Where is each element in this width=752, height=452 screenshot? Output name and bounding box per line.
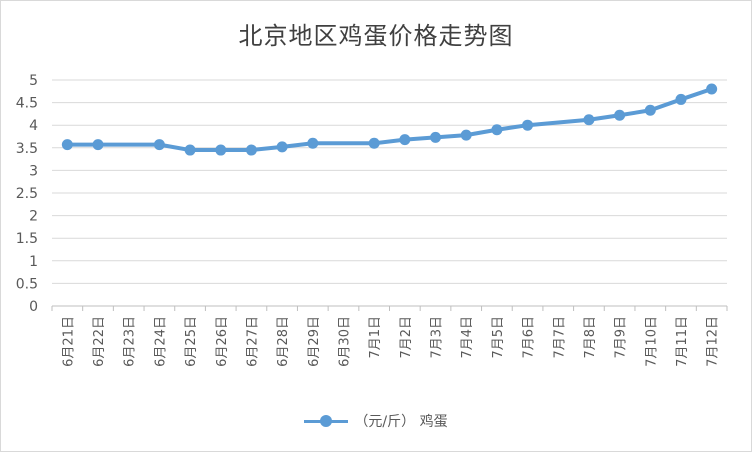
data-point: [307, 137, 319, 149]
y-tick-label: 2: [29, 209, 38, 225]
x-tick-label: 6月28日: [276, 316, 291, 367]
data-point: [706, 83, 718, 95]
chart-title: 北京地区鸡蛋价格走势图: [238, 22, 514, 50]
x-tick-label: 7月6日: [522, 316, 537, 359]
y-tick-label: 0.5: [16, 276, 38, 292]
x-tick-label: 6月25日: [184, 316, 199, 367]
y-tick-label: 3: [29, 163, 38, 179]
data-point: [399, 134, 411, 146]
y-tick-label: 5: [29, 73, 38, 89]
legend: （元/斤） 鸡蛋: [0, 408, 752, 434]
y-tick-label: 1: [29, 254, 38, 270]
y-tick-label: 1.5: [16, 231, 38, 247]
x-tick-label: 6月27日: [245, 316, 260, 367]
x-tick-label: 7月2日: [399, 316, 414, 359]
data-point: [491, 124, 503, 136]
x-tick-label: 7月5日: [491, 316, 506, 359]
x-tick-label: 6月24日: [153, 316, 168, 367]
data-point: [153, 139, 165, 151]
x-tick-label: 7月11日: [675, 316, 690, 367]
data-point: [184, 144, 196, 156]
x-tick-label: 7月12日: [706, 316, 721, 367]
data-point: [675, 93, 687, 105]
data-point: [276, 141, 288, 153]
data-point: [614, 109, 626, 121]
x-tick-label: 7月10日: [644, 316, 659, 367]
y-tick-label: 4: [29, 118, 38, 134]
y-tick-label: 3.5: [16, 141, 38, 157]
data-point: [92, 139, 104, 151]
x-tick-label: 6月30日: [337, 316, 352, 367]
data-point: [522, 119, 534, 131]
data-point: [583, 114, 595, 126]
series-line: [65, 87, 714, 153]
y-tick-label: 2.5: [16, 186, 38, 202]
x-tick-label: 7月7日: [552, 316, 567, 359]
data-point: [368, 137, 380, 149]
x-tick-label: 6月23日: [123, 316, 138, 367]
data-point: [61, 139, 73, 151]
legend-label: （元/斤） 鸡蛋: [354, 414, 448, 430]
data-point: [215, 144, 227, 156]
legend-swatch: [304, 414, 349, 428]
x-tick-label: 6月26日: [215, 316, 230, 367]
data-point: [644, 104, 656, 116]
data-point: [245, 144, 257, 156]
data-point: [460, 129, 472, 141]
x-tick-label: 6月29日: [307, 316, 322, 367]
x-tick-label: 7月3日: [430, 316, 445, 359]
x-tick-label: 7月1日: [368, 316, 383, 359]
x-tick-label: 7月8日: [583, 316, 598, 359]
data-point: [430, 131, 442, 143]
y-tick-label: 4.5: [16, 96, 38, 112]
x-tick-label: 7月4日: [460, 316, 475, 359]
y-tick-label: 0: [29, 299, 38, 315]
x-tick-label: 7月9日: [614, 316, 629, 359]
x-tick-label: 6月22日: [92, 316, 107, 367]
x-tick-label: 6月21日: [61, 316, 76, 367]
